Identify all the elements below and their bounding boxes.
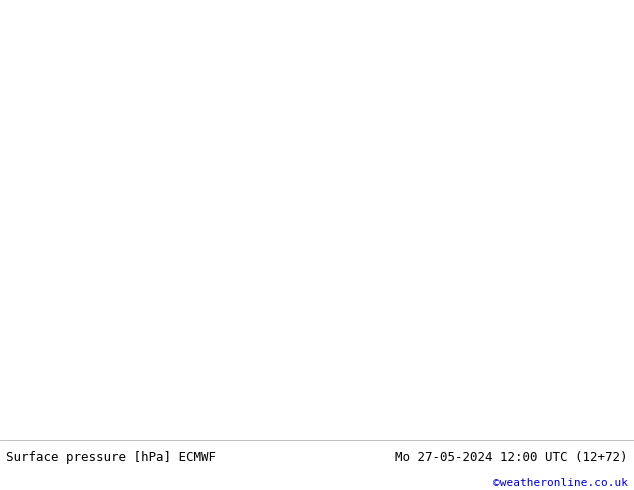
Text: Surface pressure [hPa] ECMWF: Surface pressure [hPa] ECMWF: [6, 451, 216, 464]
Text: Mo 27-05-2024 12:00 UTC (12+72): Mo 27-05-2024 12:00 UTC (12+72): [395, 451, 628, 464]
Text: ©weatheronline.co.uk: ©weatheronline.co.uk: [493, 477, 628, 488]
